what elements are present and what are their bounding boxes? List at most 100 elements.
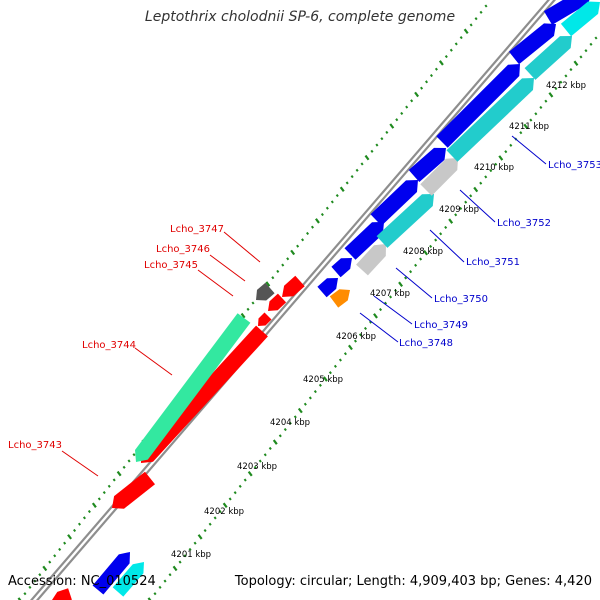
tick-mark [318, 383, 322, 387]
tick-mark [286, 257, 290, 261]
blue-gene [543, 0, 590, 25]
tick-mark [548, 92, 554, 98]
tick-mark [218, 510, 222, 514]
cyan-gene [112, 562, 144, 597]
tick-mark [448, 218, 454, 224]
tick-mark [87, 509, 91, 514]
tick-mark [228, 497, 232, 501]
tick-mark [339, 186, 345, 192]
tick-mark [265, 281, 271, 287]
blue-gene [317, 278, 338, 298]
tick-mark [469, 194, 473, 198]
tick-mark [368, 320, 373, 324]
tick-mark [385, 130, 389, 134]
tick-mark [38, 573, 42, 577]
tick-mark [283, 427, 287, 432]
scale-label: 4212 kbp [546, 81, 586, 91]
red-small-gene [141, 325, 268, 463]
tick-mark [58, 547, 62, 552]
tick-mark [246, 307, 250, 311]
tick-mark [494, 162, 498, 166]
tick-mark [301, 238, 305, 242]
tick-mark [363, 326, 368, 331]
gene-label: Lcho_3753 [548, 160, 600, 171]
tick-mark [293, 415, 297, 419]
tick-mark [208, 522, 212, 526]
genome-summary-text: Topology: circular; Length: 4,909,403 bp… [234, 574, 592, 589]
tick-mark [288, 421, 292, 425]
tick-mark [434, 238, 438, 242]
tick-mark [278, 434, 282, 438]
tick-mark [559, 80, 563, 84]
tick-mark [438, 60, 444, 66]
tick-mark [91, 502, 97, 508]
tick-mark [474, 17, 478, 21]
tick-mark [589, 42, 593, 46]
cyan-gene [376, 194, 434, 248]
scale-label: 4206 kbp [336, 332, 376, 342]
tick-mark [469, 23, 473, 27]
scale-label: 4209 kbp [439, 205, 479, 215]
tick-mark [320, 212, 324, 217]
tick-mark [276, 269, 280, 273]
tick-mark [463, 28, 469, 35]
tick-mark [504, 150, 508, 154]
label-leader-line [511, 135, 547, 165]
tick-mark [203, 528, 207, 533]
tick-mark [297, 407, 303, 414]
scale-label: 4207 kbp [370, 289, 410, 299]
tick-mark [263, 453, 267, 457]
label-leader-line [459, 189, 496, 223]
tick-mark [310, 225, 315, 229]
tick-mark [258, 459, 262, 463]
tick-mark [313, 390, 317, 394]
orange-gene [329, 289, 350, 308]
tick-mark [414, 91, 420, 98]
tick-mark [63, 541, 67, 545]
red-edge-gene [52, 588, 72, 600]
tick-mark [444, 54, 448, 59]
tick-mark [373, 313, 378, 319]
tick-mark [28, 585, 32, 589]
red-small-gene [268, 293, 287, 311]
tick-mark [183, 554, 187, 558]
tick-mark [73, 528, 77, 533]
tick-mark [594, 36, 598, 40]
scale-label: 4208 kbp [403, 247, 443, 257]
tick-mark [353, 339, 357, 343]
tick-mark [420, 86, 424, 90]
label-leader-line [429, 229, 465, 263]
tick-mark [193, 541, 197, 545]
tick-mark [343, 352, 347, 356]
tick-mark [315, 218, 320, 224]
tick-mark [544, 99, 548, 103]
page-title: Leptothrix cholodnii SP-6, complete geno… [144, 9, 456, 25]
tick-mark [303, 402, 307, 406]
tick-mark [322, 376, 328, 382]
tick-mark [479, 181, 483, 185]
tick-mark [23, 592, 27, 596]
tick-mark [489, 169, 493, 173]
tick-mark [534, 112, 538, 116]
light-gray-gene [356, 244, 386, 276]
tick-mark [434, 67, 438, 71]
tick-mark [197, 534, 203, 540]
dark-gray-gene [256, 282, 275, 301]
tick-mark [213, 516, 217, 520]
blue-gene [370, 180, 418, 226]
gene-label: Lcho_3743 [8, 440, 62, 451]
tick-mark [107, 484, 111, 488]
tick-mark [539, 105, 543, 110]
red-gene-large [112, 471, 155, 509]
tick-mark [308, 396, 312, 400]
tick-mark [404, 276, 408, 280]
tick-mark [389, 295, 393, 299]
tick-mark [498, 155, 504, 161]
scale-label: 4203 kbp [237, 462, 277, 472]
tick-mark [464, 200, 468, 204]
tick-mark [238, 484, 242, 488]
tick-mark [350, 175, 354, 179]
red-small-gene [258, 312, 272, 326]
tick-mark [360, 162, 364, 166]
tick-mark [394, 289, 398, 293]
